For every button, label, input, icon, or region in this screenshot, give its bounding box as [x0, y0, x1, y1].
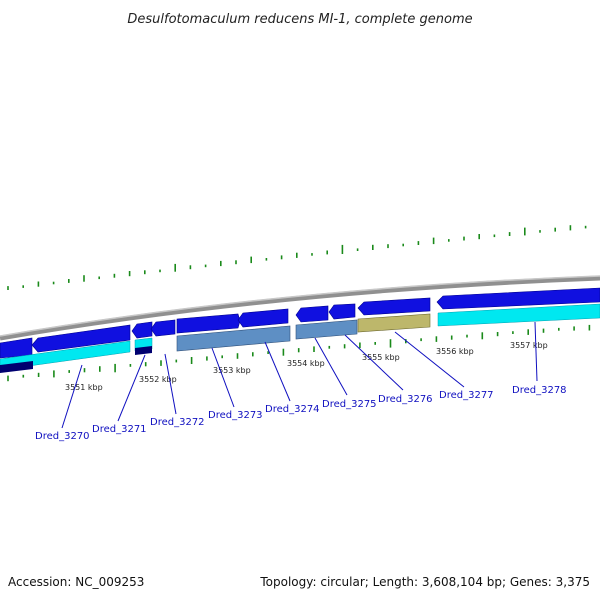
cds-arrow [150, 319, 176, 337]
cds-arrow [295, 305, 329, 323]
gene-label: Dred_3277 [439, 390, 494, 401]
genome-backbone [0, 275, 600, 341]
gene-label: Dred_3273 [208, 410, 263, 421]
kbp-label: 3556 kbp [436, 347, 474, 356]
kbp-scale: 3551 kbp 3552 kbp 3553 kbp 3554 kbp 3555… [65, 341, 548, 392]
accession-text: Accession: NC_009253 [8, 575, 144, 589]
kbp-label: 3551 kbp [65, 383, 103, 392]
navy-segment [135, 346, 152, 355]
gene-label: Dred_3271 [92, 424, 147, 435]
gene-leader-lines [61, 321, 538, 429]
navy-segment [0, 361, 33, 373]
gene-label: Dred_3276 [378, 394, 433, 405]
gene-label: Dred_3278 [512, 385, 567, 396]
forward-cds-track [0, 287, 600, 359]
genome-summary-text: Topology: circular; Length: 3,608,104 bp… [259, 575, 590, 589]
leader-line [211, 347, 235, 408]
leader-line [344, 334, 404, 391]
leader-line [394, 331, 465, 388]
gene-labels: Dred_3270 Dred_3271 Dred_3272 Dred_3273 … [35, 385, 567, 442]
leader-line [164, 353, 177, 415]
cds-arrow [436, 287, 600, 310]
cds-arrow [131, 321, 153, 339]
genome-backbone-highlight [0, 275, 600, 337]
kbp-label: 3552 kbp [139, 375, 177, 384]
leader-line [314, 337, 348, 396]
cds-arrow [357, 297, 431, 316]
leader-line [61, 364, 83, 429]
kbp-label: 3553 kbp [213, 366, 251, 375]
cds-arrow [176, 313, 241, 334]
gene-label: Dred_3272 [150, 417, 205, 428]
cds-arrow [237, 308, 289, 328]
kbp-label: 3555 kbp [362, 353, 400, 362]
gc-content-track [7, 225, 587, 290]
cds-arrow [31, 324, 131, 353]
leader-line [534, 321, 538, 382]
steel-segment [176, 325, 291, 352]
cds-arrow [328, 303, 356, 320]
kbp-label: 3557 kbp [510, 341, 548, 350]
kbp-label: 3554 kbp [287, 359, 325, 368]
gene-label: Dred_3275 [322, 399, 377, 410]
leader-line [264, 341, 291, 402]
leader-line [117, 354, 146, 422]
feature-track [0, 303, 600, 371]
gene-label: Dred_3274 [265, 404, 320, 415]
steel-segment [295, 319, 358, 340]
cyan-segment [437, 303, 600, 327]
map-title: Desulfotomaculum reducens MI-1, complete… [127, 12, 472, 27]
inner-track [0, 346, 152, 373]
gene-label: Dred_3270 [35, 431, 90, 442]
olive-segment [357, 313, 431, 333]
